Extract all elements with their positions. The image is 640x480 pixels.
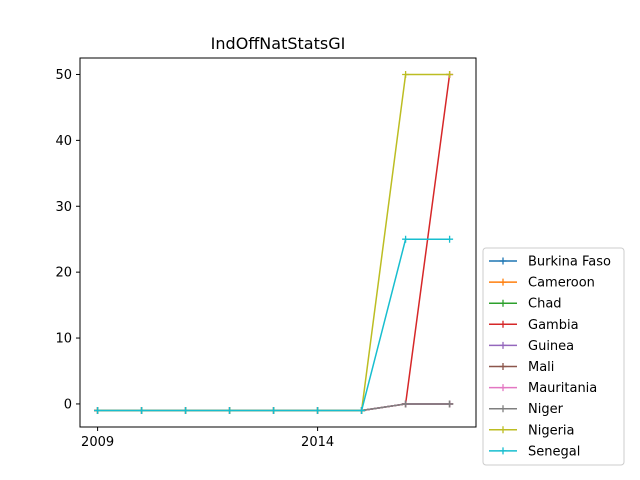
plot-area — [94, 70, 454, 415]
legend-label: Gambia — [528, 318, 579, 333]
y-tick-label: 0 — [64, 397, 72, 412]
legend: Burkina Faso Cameroon Chad Gambia Guinea Mali… — [482, 247, 625, 466]
legend-item: Guinea — [489, 339, 574, 354]
legend-item: Mauritania — [489, 381, 597, 396]
legend-marker — [499, 426, 507, 434]
legend-item: Mali — [489, 360, 554, 375]
legend-label: Cameroon — [528, 276, 595, 291]
series-senegal — [94, 235, 454, 415]
data-point — [446, 70, 454, 78]
legend-marker — [499, 405, 507, 413]
data-point — [94, 407, 102, 415]
axes: 0 10 20 30 40 50 2009 2014 — [55, 57, 477, 450]
data-point — [402, 70, 410, 78]
legend-marker — [499, 363, 507, 370]
legend-item: Chad — [489, 297, 562, 312]
legend-item: Gambia — [489, 318, 579, 333]
legend-label: Burkina Faso — [528, 255, 611, 270]
legend-label: Niger — [528, 402, 564, 417]
y-tick-label: 30 — [55, 200, 72, 215]
legend-label: Chad — [528, 297, 562, 312]
legend-label: Nigeria — [528, 423, 575, 438]
legend-marker — [499, 447, 507, 455]
y-tick-label: 20 — [55, 266, 72, 281]
legend-marker — [499, 341, 507, 349]
data-point — [314, 407, 322, 415]
chart-title: IndOffNatStatsGI — [211, 34, 346, 53]
axes-frame — [79, 57, 477, 428]
legend-item: Senegal — [489, 444, 580, 459]
legend-marker — [499, 257, 507, 265]
legend-label: Mali — [528, 360, 554, 375]
legend-label: Senegal — [528, 444, 580, 459]
data-point — [402, 400, 410, 408]
legend-label: Guinea — [528, 339, 574, 354]
y-tick-label: 10 — [55, 332, 72, 347]
legend-box — [482, 247, 625, 466]
data-point — [270, 407, 278, 415]
data-point — [402, 235, 410, 243]
legend-marker — [499, 320, 507, 328]
x-tick-label: 2009 — [81, 435, 114, 450]
x-tick-label: 2014 — [301, 435, 334, 450]
series-nigeria — [94, 70, 454, 415]
data-point — [358, 407, 366, 415]
series-line — [97, 73, 450, 412]
data-point — [138, 407, 146, 415]
series-line — [97, 74, 451, 412]
data-point — [446, 235, 454, 243]
legend-item: Nigeria — [489, 423, 575, 438]
data-point — [446, 400, 454, 408]
legend-item: Burkina Faso — [489, 255, 611, 270]
legend-item: Niger — [489, 402, 564, 417]
series-line — [97, 238, 450, 412]
y-tick-label: 40 — [55, 134, 72, 149]
legend-marker — [499, 278, 507, 286]
legend-label: Mauritania — [528, 381, 597, 396]
legend-item: Cameroon — [489, 276, 595, 291]
data-point — [182, 407, 190, 415]
data-point — [226, 407, 234, 415]
y-tick-label: 50 — [55, 68, 72, 83]
legend-marker — [499, 299, 507, 307]
legend-marker — [499, 384, 507, 392]
